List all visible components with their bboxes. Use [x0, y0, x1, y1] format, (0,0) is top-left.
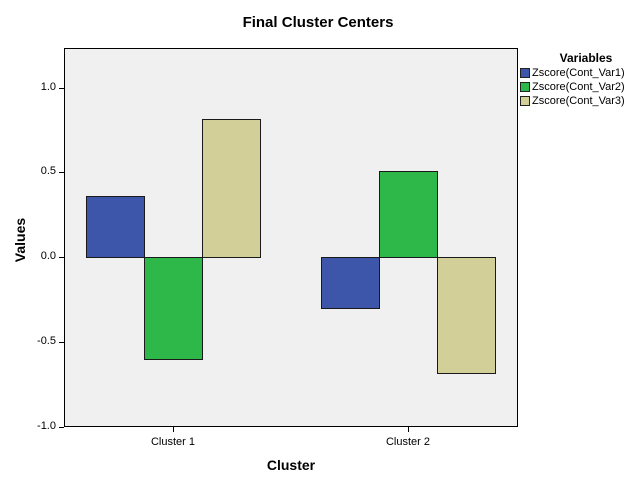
legend-swatch-icon	[520, 96, 530, 106]
legend-label: Zscore(Cont_Var2)	[532, 81, 625, 93]
y-tick-label: -1.0	[37, 420, 56, 432]
y-axis-title: Values	[12, 217, 28, 263]
x-tick-label: Cluster 2	[385, 436, 431, 448]
y-tick	[59, 88, 64, 89]
bar-cluster1-var2	[144, 257, 203, 360]
legend-swatch-icon	[520, 68, 530, 78]
y-tick	[59, 172, 64, 173]
x-tick	[173, 427, 174, 432]
bar-cluster2-var1	[321, 257, 380, 309]
y-tick	[59, 257, 64, 258]
y-tick-label: 1.0	[40, 81, 56, 93]
bar-cluster2-var2	[379, 171, 438, 258]
legend-title: Variables	[559, 51, 613, 65]
bar-cluster1-var1	[86, 196, 145, 258]
legend: Variables Zscore(Cont_Var1) Zscore(Cont_…	[520, 51, 638, 108]
chart-title: Final Cluster Centers	[242, 14, 394, 31]
y-tick	[59, 427, 64, 428]
bar-cluster2-var3	[437, 257, 496, 374]
y-tick-label: 0.0	[40, 250, 56, 262]
x-tick	[408, 427, 409, 432]
x-axis-title: Cluster	[266, 457, 316, 473]
y-tick	[59, 342, 64, 343]
legend-item: Zscore(Cont_Var3)	[520, 94, 638, 108]
bar-cluster1-var3	[202, 119, 261, 258]
legend-swatch-icon	[520, 82, 530, 92]
legend-label: Zscore(Cont_Var3)	[532, 95, 625, 107]
legend-item: Zscore(Cont_Var2)	[520, 80, 638, 94]
y-tick-label: -0.5	[37, 335, 56, 347]
legend-item: Zscore(Cont_Var1)	[520, 66, 638, 80]
y-tick-label: 0.5	[40, 165, 56, 177]
x-tick-label: Cluster 1	[150, 436, 196, 448]
legend-label: Zscore(Cont_Var1)	[532, 67, 625, 79]
